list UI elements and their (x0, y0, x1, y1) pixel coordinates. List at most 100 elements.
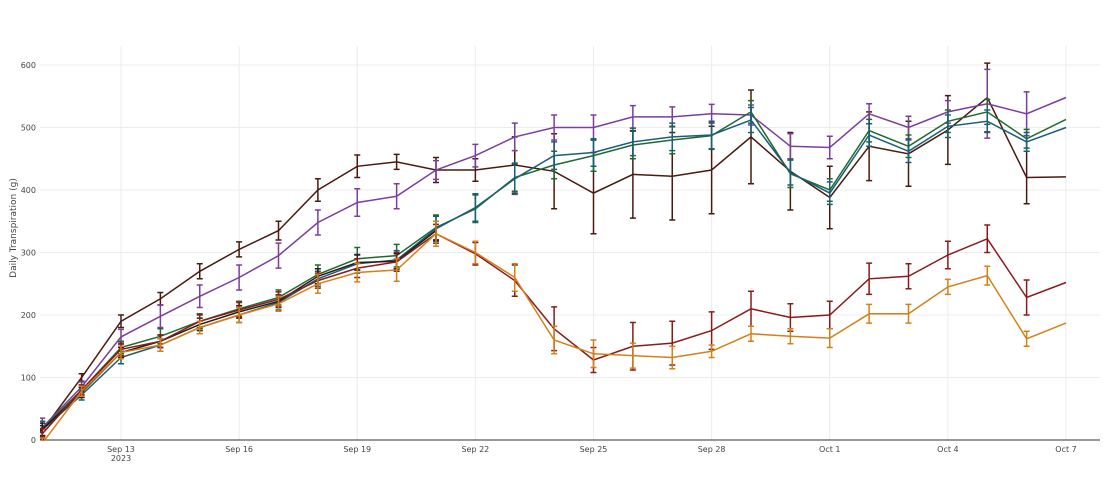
error-bar (196, 263, 203, 280)
error-bar (1023, 131, 1030, 152)
series-group (0, 62, 1067, 447)
series-3 (40, 98, 1067, 437)
error-bar (866, 123, 873, 147)
error-bar (275, 295, 282, 312)
error-bar (0, 353, 6, 447)
error-bar (748, 106, 754, 134)
series-line (40, 96, 1067, 433)
error-bar (669, 122, 676, 152)
series-line (40, 110, 1067, 431)
x-tick-label: Sep 16 (225, 445, 253, 454)
x-tick-label: Sep 19 (343, 445, 371, 454)
series-7 (40, 220, 1067, 441)
error-bar (787, 133, 794, 160)
y-tick-label: 300 (21, 249, 36, 258)
error-bar (708, 344, 715, 359)
error-bar (157, 338, 164, 352)
x-tick-label: Sep 28 (698, 445, 726, 454)
error-bar (275, 220, 282, 241)
error-bar (393, 183, 400, 210)
error-bar (826, 135, 833, 160)
y-axis-title: Daily Transpiration (g) (9, 178, 19, 278)
error-bar (157, 304, 164, 329)
error-bar (511, 263, 518, 292)
error-bar (629, 127, 636, 157)
error-bar (984, 265, 991, 286)
error-bar (905, 303, 912, 324)
error-bar (196, 284, 203, 309)
error-bar (511, 162, 518, 196)
error-bar (78, 385, 85, 397)
error-bar (511, 122, 518, 152)
error-bar (944, 278, 951, 296)
series-6 (0, 223, 1067, 447)
error-bar (787, 328, 794, 345)
error-bar (314, 178, 321, 202)
error-bar (118, 314, 124, 329)
error-bar (748, 325, 754, 342)
grid (40, 46, 1100, 441)
x-tick-label: Sep 13 (107, 445, 135, 454)
error-bar (236, 241, 243, 258)
series-line (40, 119, 1067, 432)
error-bar (590, 339, 597, 369)
error-bar (629, 342, 636, 369)
error-bar (393, 258, 400, 282)
error-bar (944, 114, 951, 139)
y-tick-label: 200 (21, 311, 36, 320)
series-line (40, 232, 1067, 435)
series-2 (40, 68, 1067, 438)
x-tick-label: Sep 22 (461, 445, 489, 454)
error-bar (472, 240, 479, 265)
series-5 (40, 220, 439, 437)
series-line (42, 232, 1067, 441)
error-bar (433, 220, 439, 247)
y-tick-label: 400 (21, 186, 36, 195)
y-tick-label: 500 (21, 124, 36, 133)
error-bar (314, 209, 321, 236)
error-bar (472, 193, 479, 222)
y-tick-label: 600 (21, 61, 36, 70)
series-line (40, 96, 1067, 430)
x-tick-label: Oct 4 (937, 445, 958, 454)
x-tick-label: Oct 7 (1055, 445, 1076, 454)
x-tick-label: Sep 25 (580, 445, 608, 454)
error-bar (826, 328, 833, 349)
error-bar (275, 242, 282, 269)
error-bar (393, 153, 400, 171)
error-bar (866, 303, 873, 324)
y-tick-label: 0 (31, 436, 36, 445)
error-bar (866, 262, 873, 296)
error-bar (551, 325, 558, 355)
error-bar (118, 345, 124, 360)
y-tick-label: 100 (21, 374, 36, 383)
error-bar (984, 109, 991, 134)
error-bar (905, 139, 912, 164)
error-bar (590, 138, 597, 167)
error-bar (314, 273, 321, 294)
error-bar (944, 240, 951, 270)
series-1 (40, 62, 1067, 437)
error-bar (354, 188, 361, 217)
error-bar (984, 224, 991, 254)
x-tick-sublabel: 2023 (111, 454, 131, 463)
error-bar (905, 263, 912, 290)
series-4 (40, 106, 1067, 440)
error-bar (354, 154, 361, 179)
error-bar (40, 437, 46, 441)
error-bar (433, 159, 439, 181)
error-bar (236, 264, 243, 291)
error-bar (236, 306, 243, 324)
error-bar (787, 159, 794, 186)
error-bar (708, 120, 715, 150)
error-bar (354, 262, 361, 283)
y-axis: 0 100 200 300 400 500 600 (21, 61, 36, 445)
error-bar (669, 345, 676, 370)
error-bar (196, 320, 203, 335)
error-bar (157, 291, 164, 306)
error-bar (1023, 279, 1030, 316)
error-bar (472, 143, 479, 168)
error-bar (551, 141, 558, 171)
